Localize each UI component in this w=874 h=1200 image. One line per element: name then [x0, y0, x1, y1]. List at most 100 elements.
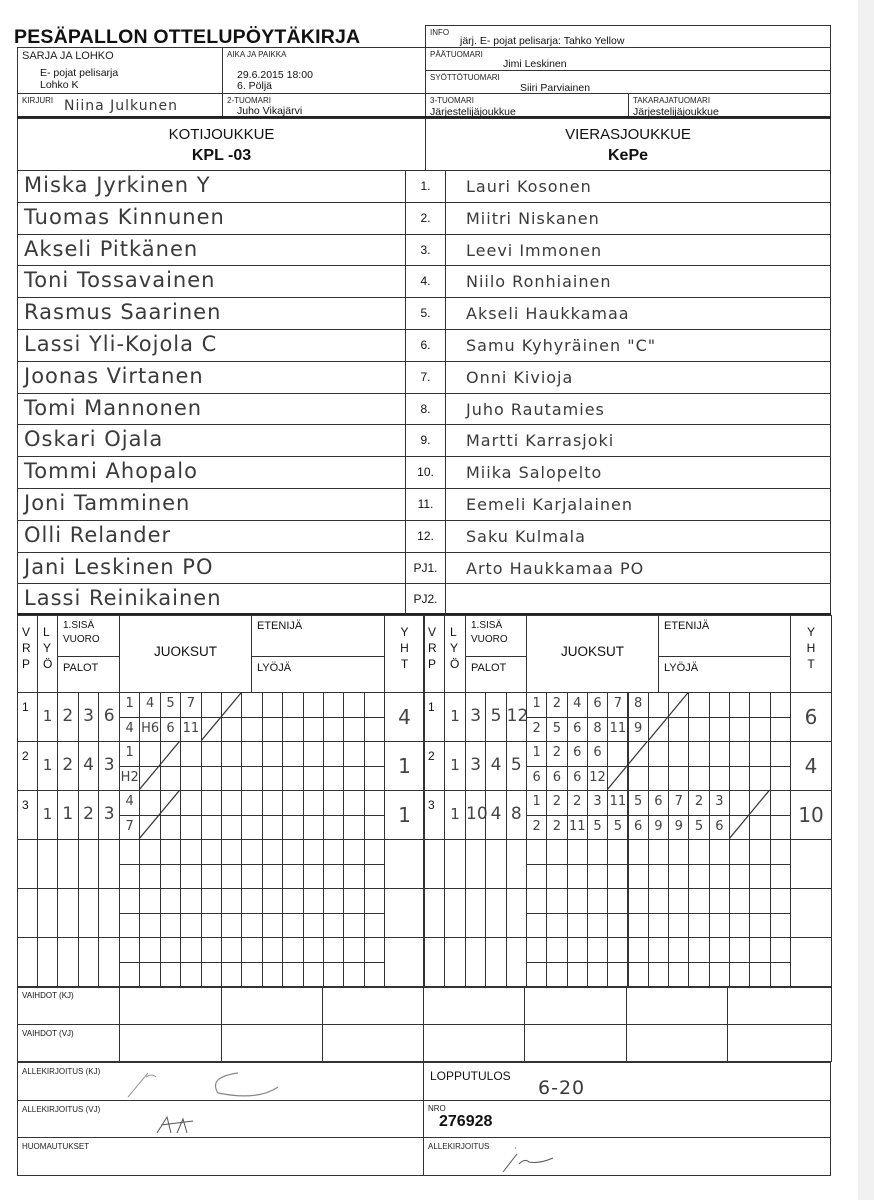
lyo-value: 1	[42, 707, 53, 725]
home-run-cell	[180, 790, 202, 816]
substitution-cell	[423, 1024, 525, 1062]
yht-header-letter: T	[807, 657, 815, 671]
away-player-name: Martti Karrasjoki	[466, 431, 615, 451]
home-run-cell	[282, 692, 304, 718]
player-number-cell: PJ2.	[405, 583, 446, 617]
away-run-cell: 6	[546, 765, 568, 791]
huomautukset-label: HUOMAUTUKSET	[22, 1142, 90, 1151]
away-palot-cell: 10	[465, 790, 488, 840]
home-run-cell	[180, 912, 202, 938]
away-run-cell	[749, 937, 771, 963]
home-run-cell	[343, 814, 365, 840]
away-run-cell: 6	[566, 716, 588, 742]
away-player-row: Miika Salopelto	[445, 456, 831, 489]
home-run-cell	[343, 912, 365, 938]
away-run-cell: 5	[586, 814, 609, 840]
away-player-row: Leevi Immonen	[445, 233, 831, 267]
home-run-cell	[200, 814, 222, 840]
home-yht-cell	[384, 888, 425, 938]
scan-edge	[858, 0, 874, 1200]
signature-image	[502, 1147, 554, 1173]
home-run-value: 4	[125, 720, 134, 736]
crossout-slash	[729, 790, 770, 839]
vrp-header-letter: V	[22, 625, 31, 639]
away-run-cell: 8	[627, 692, 649, 718]
home-player-row: Joonas Virtanen	[17, 360, 406, 394]
away-run-cell	[729, 716, 751, 742]
away-player-row: Miitri Niskanen	[445, 201, 831, 235]
home-run-cell	[282, 839, 304, 865]
away-run-value: 6	[593, 745, 602, 760]
kirjuri-value: Niina Julkunen	[64, 98, 178, 114]
substitution-cell	[626, 1024, 728, 1062]
away-run-cell	[668, 839, 690, 865]
crossout-line	[607, 741, 648, 790]
nro-value: 276928	[439, 1113, 493, 1130]
away-run-cell	[607, 961, 629, 987]
away-run-cell	[647, 839, 670, 865]
tuomari3-label: 3-TUOMARI	[430, 96, 474, 105]
home-run-cell	[261, 692, 284, 718]
away-run-cell	[688, 692, 710, 718]
home-player-name: Rasmus Saarinen	[24, 300, 222, 325]
home-palot-cell: 3	[98, 790, 120, 840]
away-palot-cell: 3	[465, 741, 487, 791]
home-run-cell	[302, 716, 324, 742]
player-number: 5.	[420, 306, 431, 321]
palot-value: 1	[62, 804, 74, 824]
player-number: 7.	[420, 369, 431, 384]
sarja-line2: Lohko K	[40, 79, 79, 91]
home-player-row: Akseli Pitkänen	[17, 233, 406, 267]
away-run-cell	[729, 937, 751, 963]
away-run-value: 6	[573, 745, 582, 760]
away-run-cell	[708, 961, 730, 987]
player-number: 10.	[417, 465, 434, 480]
away-run-cell	[729, 692, 751, 718]
away-run-cell	[546, 839, 568, 865]
home-run-cell	[261, 937, 284, 963]
away-run-cell	[647, 741, 670, 767]
away-run-value: 7	[613, 696, 622, 711]
takarajatuomari-value: Järjestelijäjoukkue	[633, 106, 719, 118]
home-yht-cell: 1	[384, 741, 425, 791]
away-run-cell	[749, 716, 771, 742]
away-run-cell: 9	[647, 814, 670, 840]
home-run-cell	[282, 716, 304, 742]
home-run-cell	[302, 741, 324, 767]
away-vrp-cell: 1	[423, 692, 445, 742]
away-run-cell	[546, 888, 568, 914]
home-run-cell	[241, 888, 263, 914]
away-run-cell: 4	[566, 692, 588, 718]
lyo-header-letter: L	[43, 625, 50, 639]
home-run-cell	[343, 937, 365, 963]
away-palot-header: PALOT	[465, 656, 527, 693]
away-team-header: VIERASJOUKKUE KePe	[425, 118, 831, 171]
away-run-cell	[668, 741, 690, 767]
away-run-cell	[647, 912, 670, 938]
away-run-cell	[668, 961, 690, 987]
aika-line2: 6. Pöljä	[237, 80, 273, 92]
home-player-row: Toni Tossavainen	[17, 265, 406, 299]
signature-vj-image	[156, 1115, 194, 1134]
away-run-value: 2	[552, 818, 562, 834]
home-team-header: KOTIJOUKKUE KPL -03	[17, 118, 426, 171]
yht-header-letter: H	[400, 641, 409, 655]
home-run-cell	[241, 937, 263, 963]
palot-value: 3	[103, 755, 115, 775]
away-run-value: 5	[694, 818, 704, 834]
away-run-cell: 12	[586, 765, 609, 791]
substitution-cell	[423, 987, 525, 1025]
home-run-cell	[200, 839, 222, 865]
away-run-cell	[688, 863, 710, 889]
home-run-cell	[221, 863, 243, 889]
home-run-cell: 1	[119, 692, 141, 718]
home-run-cell	[302, 863, 324, 889]
vrp-value: 2	[22, 749, 29, 763]
away-run-cell	[627, 888, 649, 914]
away-run-cell: 1	[526, 790, 548, 816]
home-run-cell	[282, 863, 304, 889]
away-run-cell	[586, 863, 609, 889]
home-vrp-cell: 1	[17, 692, 38, 742]
home-player-name: Miska Jyrkinen Y	[24, 173, 211, 197]
